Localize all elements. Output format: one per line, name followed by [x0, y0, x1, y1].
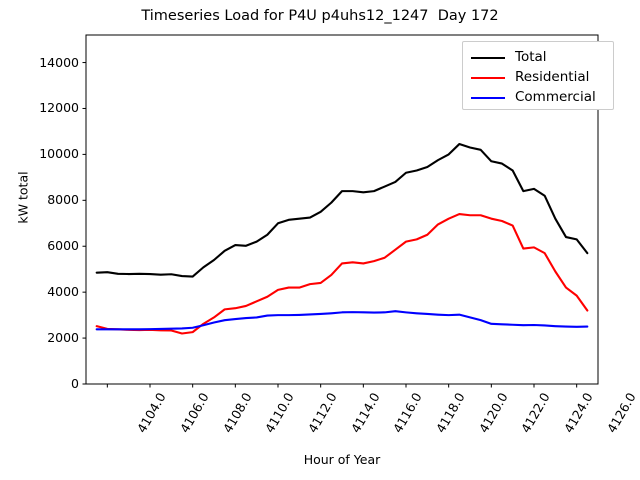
y-tick-label: 4000 — [47, 284, 79, 300]
legend-label: Total — [515, 49, 547, 66]
chart-title: Timeseries Load for P4U p4uhs12_1247 Day… — [141, 8, 499, 24]
x-axis-label: Hour of Year — [303, 452, 381, 467]
legend-item-residential[interactable]: Residential — [471, 68, 589, 88]
legend-swatch-total-icon — [471, 57, 505, 59]
y-axis-label: kW total — [15, 171, 31, 224]
legend-swatch-residential-icon — [471, 77, 505, 79]
series-line-residential — [95, 213, 589, 335]
axes-frame — [85, 34, 599, 385]
legend-swatch-commercial-icon — [471, 97, 505, 99]
legend-label: Commercial — [515, 89, 596, 106]
chart-legend: Total Residential Commercial — [462, 41, 614, 110]
axis-ticks — [82, 62, 578, 388]
y-tick-label: 8000 — [47, 192, 79, 208]
y-tick-label: 6000 — [47, 238, 79, 254]
data-lines — [95, 143, 589, 335]
y-tick-label: 14000 — [39, 54, 79, 70]
legend-label: Residential — [515, 69, 590, 86]
legend-item-total[interactable]: Total — [471, 48, 547, 68]
y-tick-label: 12000 — [39, 100, 79, 116]
y-tick-label: 2000 — [47, 330, 79, 346]
series-line-total — [95, 143, 589, 278]
legend-item-commercial[interactable]: Commercial — [471, 88, 596, 108]
series-line-commercial — [95, 310, 589, 331]
y-tick-label: 0 — [71, 376, 79, 391]
y-tick-label: 10000 — [39, 146, 79, 162]
axes-border — [85, 34, 599, 385]
